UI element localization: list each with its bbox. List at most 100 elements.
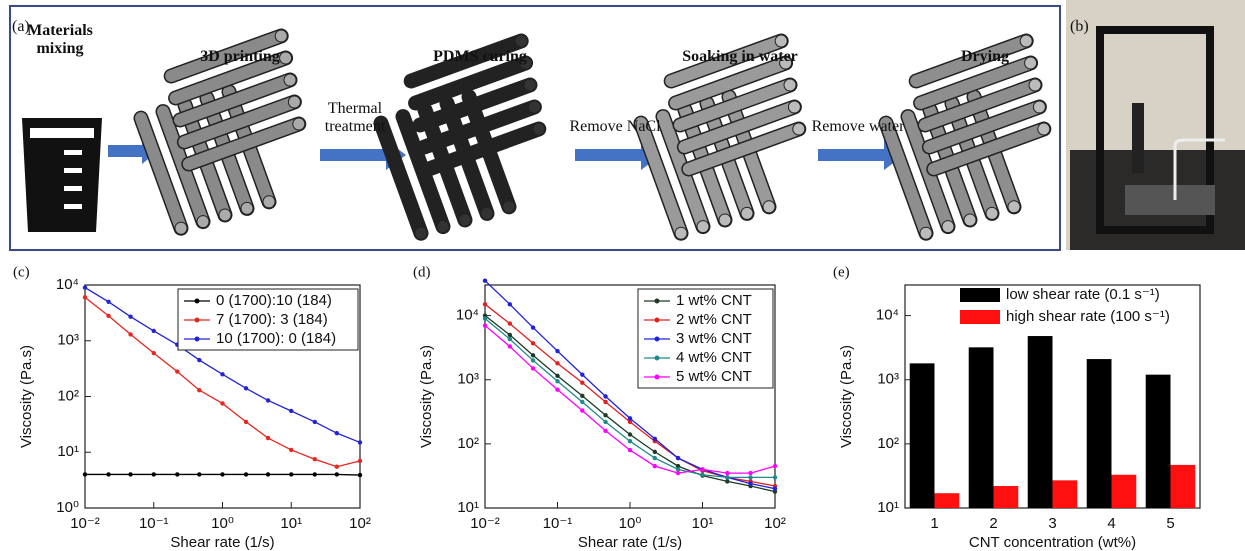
legend-marker: [654, 336, 660, 342]
rod-end: [458, 213, 472, 227]
rod: [375, 117, 427, 240]
data-point: [555, 373, 560, 379]
x-tick-label: 10⁻¹: [139, 515, 169, 532]
arrow-label: Remove water: [811, 118, 905, 135]
lattice: [373, 33, 547, 241]
data-point: [128, 472, 133, 477]
x-tick-label: 2: [989, 515, 997, 532]
data-point: [220, 372, 225, 377]
legend-label: high shear rate (100 s⁻¹): [1006, 308, 1170, 325]
rod: [682, 123, 805, 175]
y-axis-title: Viscosity (Pa.s): [18, 345, 35, 448]
data-point: [82, 285, 88, 290]
data-point: [197, 387, 202, 393]
rod-end: [274, 29, 288, 43]
data-point: [772, 475, 778, 480]
rod: [418, 101, 541, 153]
data-point: [748, 475, 753, 480]
data-point: [627, 419, 633, 425]
legend-marker: [194, 298, 200, 304]
beaker-mark: [64, 186, 82, 191]
legend-marker: [194, 317, 200, 323]
data-point: [627, 447, 633, 453]
rod-end: [1028, 78, 1042, 92]
x-tick-label: 10⁰: [619, 515, 642, 532]
step-title: Soaking in water: [682, 48, 798, 65]
printer-tube: [1173, 138, 1225, 200]
data-point: [243, 386, 249, 391]
legend-label: 3 wt% CNT: [676, 330, 752, 347]
rod-end: [240, 201, 254, 215]
data-point: [265, 398, 271, 403]
legend-label: 0 (1700):10 (184): [216, 292, 332, 309]
rod-end: [1037, 122, 1051, 136]
data-point: [507, 321, 513, 326]
rod: [135, 112, 187, 235]
data-point: [507, 344, 513, 349]
data-point: [507, 332, 513, 338]
x-tick-label: 10⁻¹: [543, 515, 573, 532]
beaker: [22, 118, 102, 232]
legend-marker: [654, 355, 660, 361]
rod-end: [783, 78, 797, 92]
data-point: [507, 336, 513, 342]
data-point: [482, 316, 488, 321]
legend-swatch: [960, 288, 1000, 302]
rod: [919, 79, 1041, 131]
bar: [993, 486, 1019, 508]
legend-label: 7 (1700): 3 (184): [216, 311, 328, 328]
x-axis-title: CNT concentration (wt%): [969, 534, 1136, 551]
rod-end: [279, 51, 293, 65]
data-point: [580, 399, 585, 405]
x-tick-label: 10⁻²: [70, 515, 100, 532]
data-point: [357, 440, 363, 445]
rod-end: [941, 220, 955, 234]
y-tick-label: 10⁴: [456, 307, 479, 324]
data-point: [106, 472, 111, 477]
rod-end: [718, 213, 732, 227]
data-point: [128, 332, 133, 337]
legend-marker: [194, 336, 200, 342]
rod-end: [283, 73, 297, 87]
bar: [934, 493, 960, 508]
data-point: [197, 357, 202, 363]
data-point: [772, 486, 778, 491]
rod: [169, 52, 292, 104]
data-point: [151, 350, 156, 356]
beaker-body: [22, 118, 102, 232]
data-point: [675, 470, 681, 476]
arrow: [320, 140, 406, 170]
data-point: [627, 416, 633, 421]
data-point: [603, 419, 608, 425]
legend-marker: [654, 317, 660, 323]
data-point: [82, 295, 88, 300]
x-tick-label: 10²: [349, 515, 371, 532]
bar: [1052, 480, 1078, 508]
arrow: [818, 140, 904, 170]
y-tick-label: 10¹: [877, 499, 899, 516]
rod-end: [985, 206, 999, 220]
data-point: [603, 399, 608, 405]
data-point: [772, 463, 778, 469]
rod-end: [436, 220, 450, 234]
rod-end: [502, 200, 516, 214]
rod-end: [774, 34, 788, 48]
y-axis-title: Viscosity (Pa.s): [418, 345, 435, 448]
rod: [923, 101, 1046, 153]
legend-label: 2 wt% CNT: [676, 311, 752, 328]
panel-label: (d): [413, 264, 431, 280]
rod-end: [740, 206, 754, 220]
panel-label: (a): [12, 18, 30, 35]
data-point: [334, 430, 340, 436]
data-point: [748, 470, 753, 476]
data-point: [530, 358, 536, 363]
data-point: [128, 314, 133, 319]
data-point: [627, 439, 633, 444]
data-point: [675, 467, 681, 472]
rod-end: [527, 100, 541, 114]
rod-end: [532, 122, 546, 136]
rod: [414, 79, 536, 131]
data-point: [482, 278, 488, 283]
data-point: [265, 472, 271, 477]
